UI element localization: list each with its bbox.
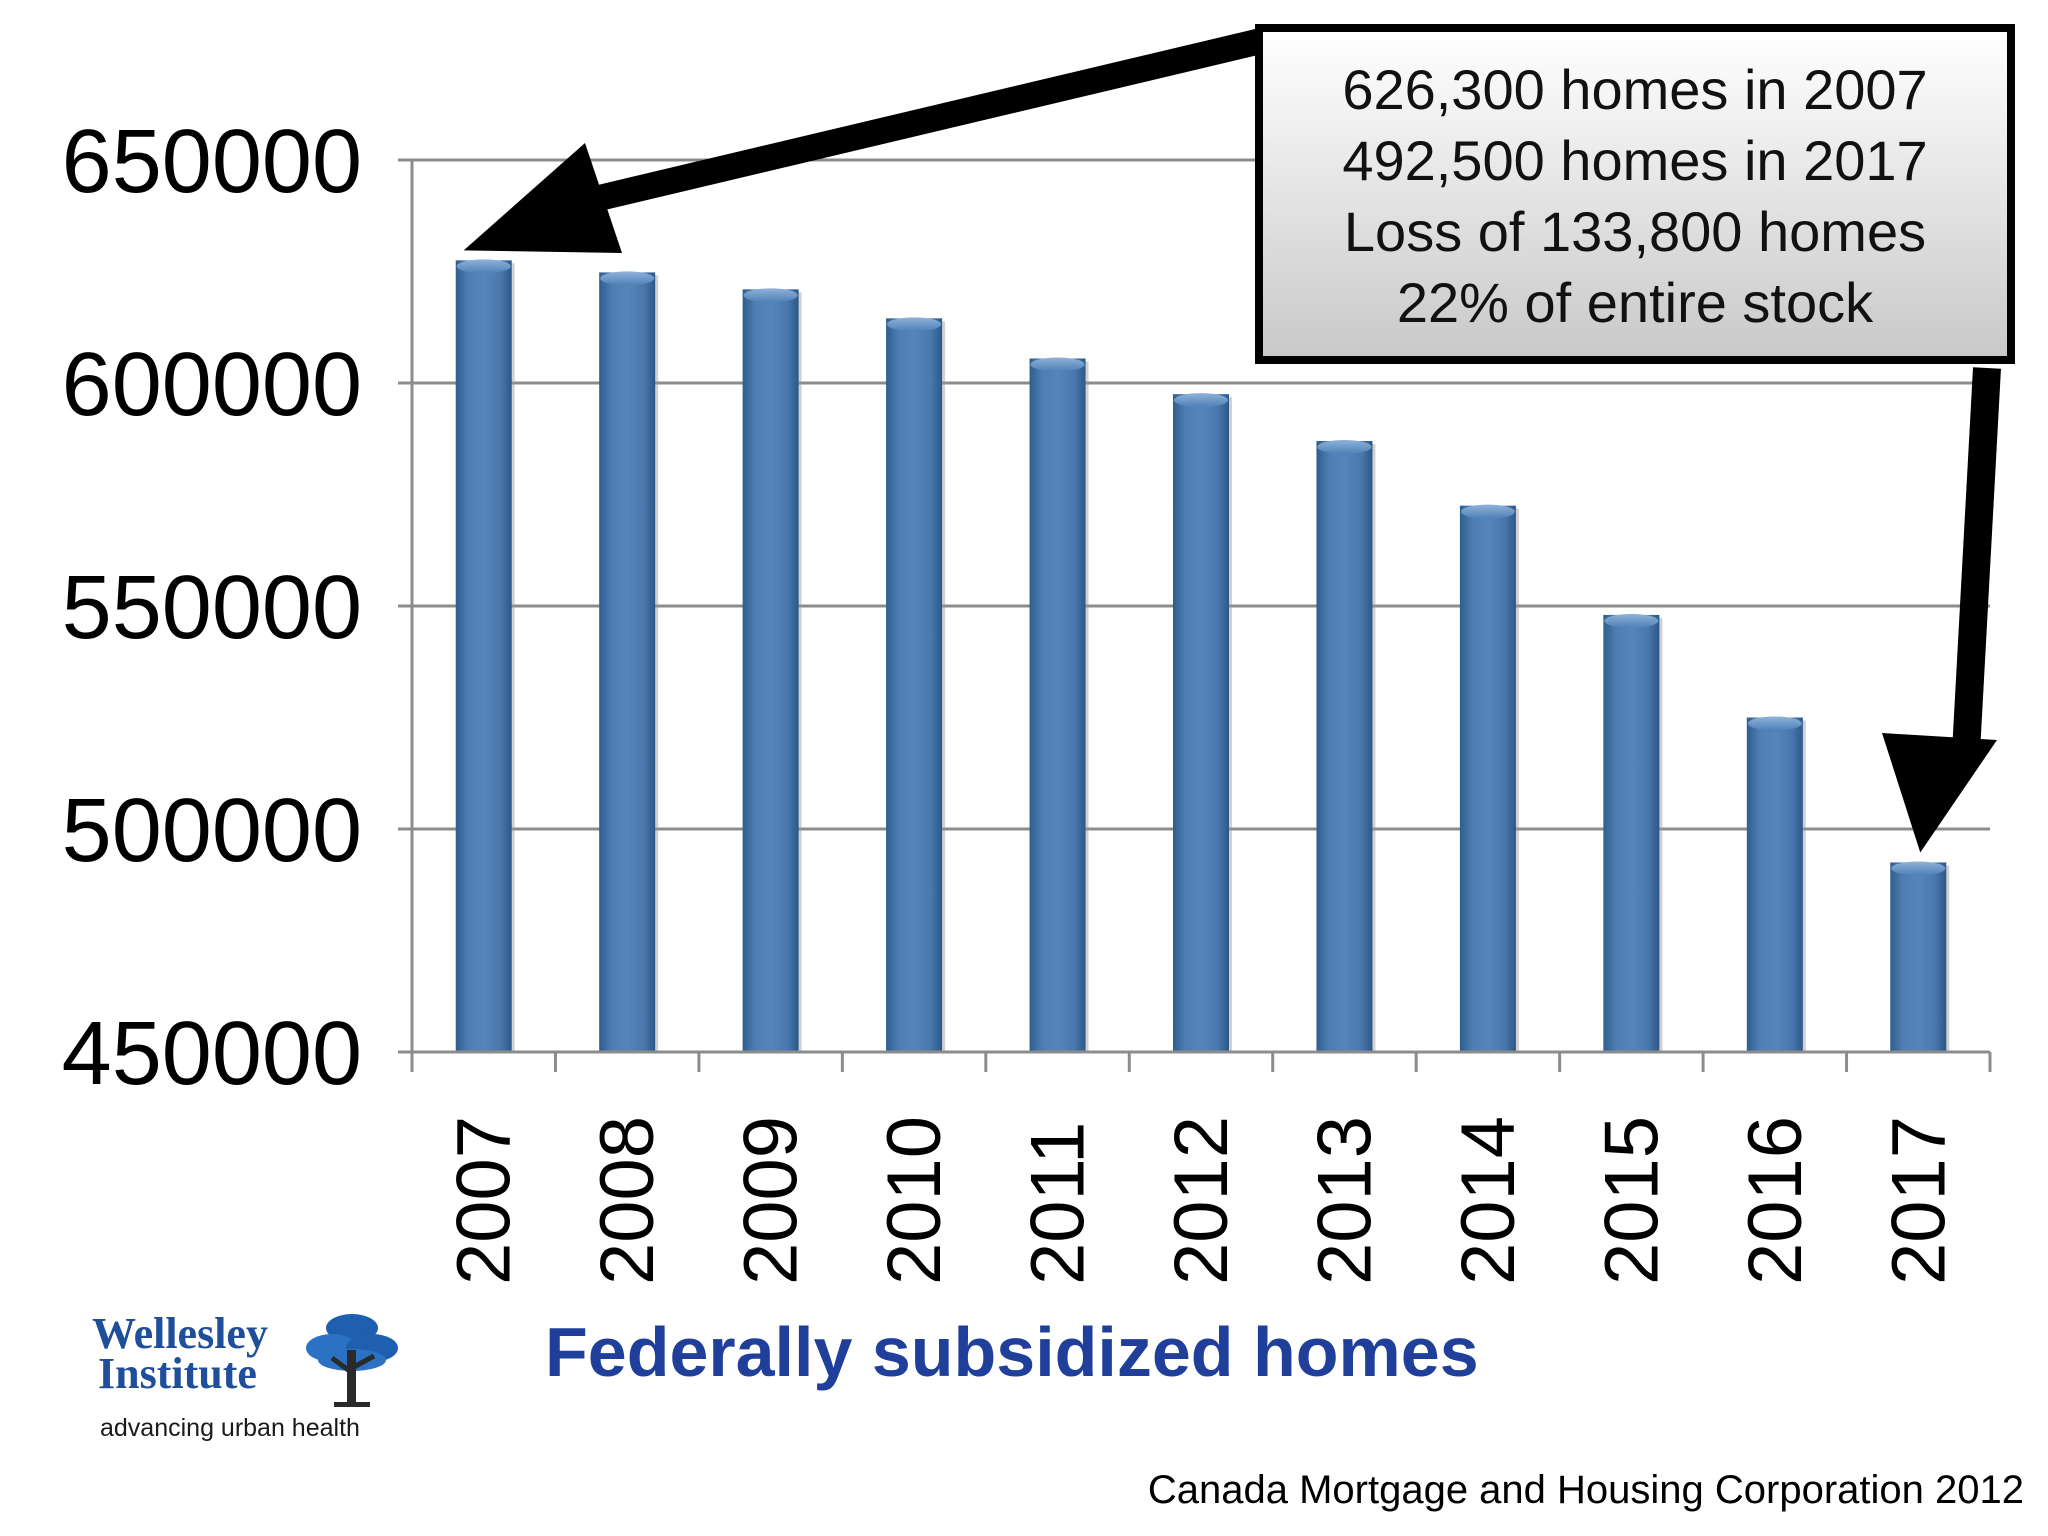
bar-body: [1746, 717, 1803, 1052]
x-tick-label: 2016: [1733, 1116, 1818, 1285]
bar-body: [742, 289, 799, 1053]
bar: [1316, 439, 1376, 1053]
callout-line: 22% of entire stock: [1397, 271, 1874, 334]
callout-line: 626,300 homes in 2007: [1342, 58, 1927, 121]
bar-cap: [1604, 613, 1659, 628]
callout-box: [1263, 32, 2007, 356]
x-tick-label: 2017: [1876, 1116, 1961, 1285]
bar-body: [1459, 505, 1516, 1052]
x-tick-label: 2009: [729, 1116, 814, 1285]
arrow-2017-head: [1882, 733, 1997, 853]
arrow-2007-shaft: [591, 27, 1269, 212]
logo-tagline: advancing urban health: [100, 1414, 360, 1442]
wellesley-logo: Wellesley Institute advancing urban heal…: [92, 1310, 412, 1450]
bar-body: [1890, 862, 1947, 1052]
bar: [1173, 393, 1232, 1052]
bar: [1603, 613, 1663, 1052]
logo-name-line2: Institute: [98, 1349, 257, 1398]
bar-body: [886, 318, 943, 1053]
bar-cap: [1460, 504, 1515, 519]
x-tick-label: 2014: [1446, 1116, 1531, 1285]
source-citation: Canada Mortgage and Housing Corporation …: [1147, 1468, 2024, 1512]
x-tick-label: 2008: [585, 1116, 670, 1285]
bar-cap: [1030, 357, 1085, 372]
x-tick-label: 2013: [1302, 1116, 1387, 1285]
tree-icon: [306, 1314, 398, 1407]
x-tick-label: 2007: [442, 1116, 527, 1285]
bar: [1459, 504, 1519, 1052]
x-tick-label: 2010: [872, 1116, 957, 1285]
y-tick-label: 500000: [62, 781, 362, 881]
bar-body: [1029, 358, 1086, 1053]
x-tick-label: 2015: [1589, 1116, 1674, 1285]
bar-body: [1603, 614, 1660, 1052]
bar: [1746, 716, 1806, 1052]
bar-body: [1173, 394, 1229, 1052]
bar-body: [1316, 440, 1373, 1053]
bar: [886, 317, 946, 1053]
bar-cap: [1747, 716, 1802, 731]
bar: [1029, 357, 1089, 1053]
callout-line: Loss of 133,800 homes: [1344, 200, 1926, 263]
bar-cap: [743, 288, 798, 303]
x-tick-label: 2011: [1016, 1122, 1101, 1285]
bar-body: [599, 272, 656, 1053]
y-tick-label: 550000: [62, 558, 362, 658]
bar: [742, 288, 802, 1053]
y-tick-label: 650000: [62, 112, 362, 212]
bar-cap: [1317, 439, 1372, 454]
bar-cap: [1174, 393, 1228, 408]
x-tick-label: 2012: [1159, 1116, 1244, 1285]
y-tick-label: 450000: [62, 1004, 362, 1104]
bar: [455, 259, 515, 1053]
bar-cap: [887, 317, 942, 332]
bar-cap: [1891, 861, 1946, 876]
callout-line: 492,500 homes in 2017: [1342, 129, 1927, 192]
bar-body: [455, 260, 512, 1053]
bar: [599, 271, 659, 1053]
arrow-2007-head: [463, 143, 622, 253]
y-tick-label: 600000: [62, 335, 362, 435]
bar-cap: [600, 271, 655, 286]
logo-name-line1: Wellesley: [92, 1309, 268, 1358]
bar-cap: [456, 259, 511, 274]
chart-title: Federally subsidized homes: [545, 1313, 1479, 1391]
bar: [1890, 861, 1950, 1052]
arrow-2017-shaft: [1952, 367, 2001, 753]
